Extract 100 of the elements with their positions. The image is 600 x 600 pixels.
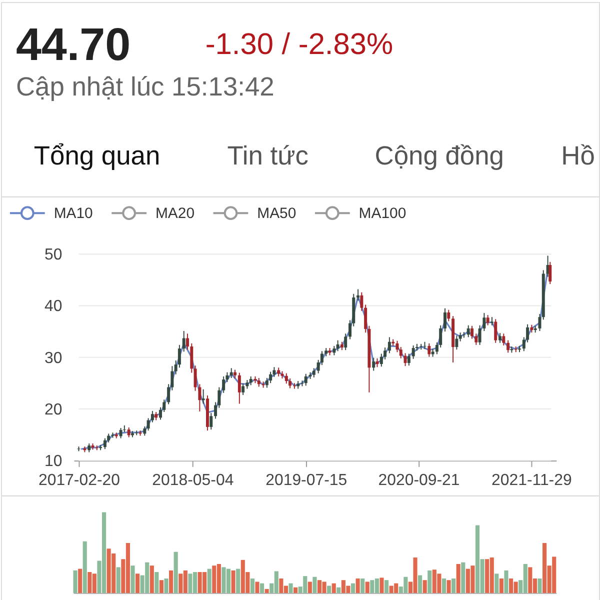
x-tick-label: 2018-05-04 (152, 472, 234, 489)
candlestick (332, 345, 336, 356)
bar (130, 566, 135, 594)
bar (159, 580, 164, 594)
bar (250, 578, 254, 594)
bar (164, 578, 168, 594)
x-tick-label: 2019-07-15 (266, 472, 348, 489)
candlestick (372, 357, 376, 372)
bar (231, 570, 236, 594)
bar (499, 578, 504, 594)
candlestick (304, 373, 308, 386)
bar (294, 587, 298, 594)
bar (174, 552, 178, 594)
candlestick (186, 333, 189, 350)
candlestick (143, 426, 146, 436)
candlestick (146, 418, 150, 432)
candlestick (538, 313, 542, 332)
candlestick (210, 412, 213, 430)
text: Hồ (561, 140, 595, 170)
bar (82, 541, 87, 594)
candlestick (466, 324, 470, 338)
candlestick (412, 344, 415, 360)
x-tick-label: 2021-11-29 (492, 472, 572, 489)
candlestick (494, 318, 498, 344)
bar (150, 566, 154, 594)
bar (78, 568, 82, 594)
bar (446, 580, 451, 594)
y-tick-label: 50 (44, 246, 62, 264)
bar (456, 564, 460, 594)
candlestick (399, 346, 402, 359)
bar (365, 582, 370, 594)
candlestick (388, 336, 391, 354)
text: Tổng quan (34, 140, 160, 170)
legend-label: MA20 (155, 205, 195, 222)
bar (312, 576, 317, 594)
candlestick (404, 352, 407, 367)
candlestick (119, 427, 122, 439)
candlestick (486, 314, 490, 326)
candlestick (428, 342, 431, 358)
bar (452, 578, 456, 594)
bar (428, 570, 432, 594)
bar (116, 567, 120, 594)
text: -1.30 / -2.83% (205, 28, 394, 61)
candlestick (444, 308, 446, 332)
candlestick (312, 368, 316, 378)
bar (308, 582, 312, 594)
bar (538, 578, 542, 594)
bar (360, 578, 365, 594)
bar (418, 575, 422, 594)
candlestick (498, 332, 502, 344)
candlestick (360, 292, 364, 312)
candlestick (230, 368, 233, 378)
candlestick (103, 438, 106, 450)
candlestick (238, 372, 241, 404)
candlestick (344, 333, 348, 351)
candlestick (470, 325, 474, 340)
candlestick (482, 312, 486, 332)
y-tick-label: 10 (44, 452, 62, 470)
candlestick (548, 261, 552, 285)
bar (154, 572, 159, 594)
legend-label: MA50 (257, 205, 296, 222)
text: Cộng đồng (374, 140, 504, 170)
bar (384, 580, 389, 594)
candlestick (506, 340, 510, 354)
candlestick (292, 382, 296, 390)
legend-label: MA10 (54, 205, 93, 222)
x-tick-label: 2017-02-20 (38, 472, 120, 489)
x-tick-label: 2020-09-21 (378, 472, 460, 489)
bar (136, 574, 140, 594)
candlestick (356, 288, 360, 302)
bar (380, 578, 384, 594)
text: 44.70 (16, 18, 131, 70)
candlestick (127, 426, 130, 438)
candlestick (242, 383, 245, 396)
bar (207, 568, 212, 594)
candlestick (182, 330, 186, 352)
candlestick (269, 371, 272, 384)
legend-label: MA100 (358, 205, 406, 222)
y-tick-label: 20 (44, 401, 62, 418)
bar (73, 570, 78, 594)
bar (356, 578, 360, 594)
candlestick (190, 342, 194, 374)
bar (288, 583, 293, 594)
candlestick (198, 384, 202, 412)
bar (260, 583, 264, 594)
candlestick (336, 340, 340, 352)
candlestick (202, 388, 205, 404)
candlestick (150, 410, 154, 423)
candlestick (396, 340, 399, 353)
candlestick (478, 324, 482, 346)
bar (264, 588, 269, 594)
candlestick (407, 353, 410, 366)
bar (442, 578, 446, 594)
bar (236, 568, 240, 594)
bar (422, 580, 427, 594)
candlestick (284, 372, 288, 384)
bar (169, 570, 174, 594)
candlestick (222, 376, 226, 394)
text: Tin tức (227, 140, 309, 170)
bar (494, 574, 499, 594)
